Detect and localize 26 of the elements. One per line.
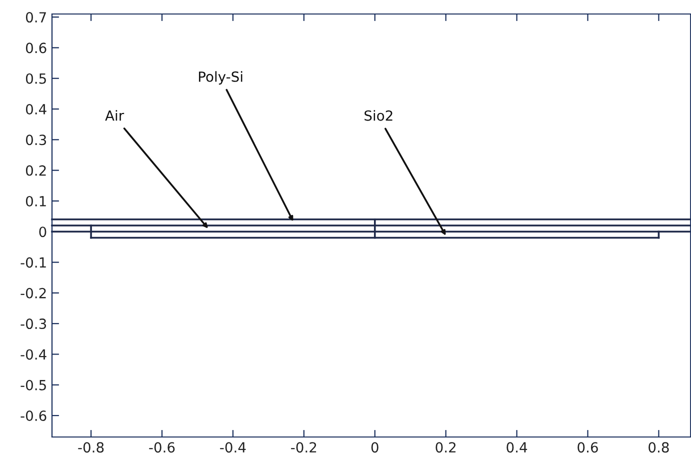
y-tick-label: -0.2 (20, 288, 46, 298)
y-tick-label: 0.7 (26, 12, 46, 23)
y-tick-label: 0.6 (26, 42, 46, 54)
x-tick-label: 0 (371, 442, 378, 453)
x-tick-label: -0.6 (149, 442, 175, 453)
x-tick-label: 0.2 (436, 442, 456, 453)
y-tick-label: 0 (39, 226, 46, 238)
y-tick-label: 0.2 (26, 165, 46, 176)
x-tick-label: 0.6 (578, 442, 598, 453)
y-tick-label: -0.4 (20, 349, 46, 360)
y-tick-label: 0.5 (26, 73, 46, 84)
y-tick-label: -0.1 (20, 257, 46, 268)
y-tick-label: -0.5 (20, 380, 46, 390)
annotation: Sio2 (364, 110, 392, 121)
annotation: Air (105, 110, 124, 121)
y-tick-label: -0.6 (20, 410, 46, 422)
annotation: Poly-Si (198, 71, 242, 85)
x-tick-label: -0.4 (220, 442, 246, 453)
x-tick-label: -0.2 (291, 442, 316, 453)
x-tick-label: 0.8 (648, 442, 669, 453)
y-tick-label: 0.3 (26, 134, 46, 146)
y-tick-label: -0.3 (20, 318, 46, 330)
y-tick-label: 0.4 (26, 104, 46, 114)
x-tick-label: -0.8 (78, 442, 104, 453)
y-tick-label: 0.1 (26, 196, 46, 206)
x-tick-label: 0.4 (506, 442, 528, 453)
